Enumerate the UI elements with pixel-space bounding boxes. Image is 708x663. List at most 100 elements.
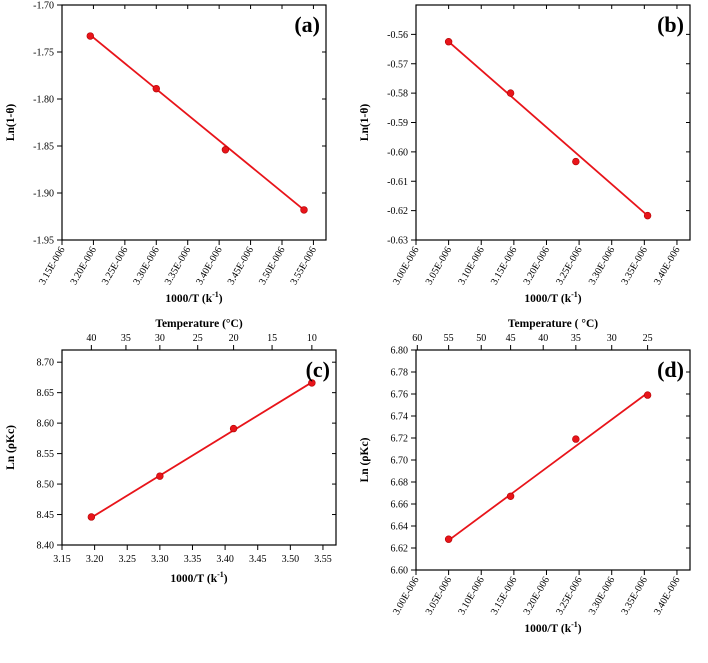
plot-frame: [415, 349, 691, 571]
y-tick-label: 6.74: [391, 412, 409, 423]
y-tick-label: 8.55: [37, 449, 55, 460]
y-tick-label: -1.90: [33, 189, 54, 200]
data-point: [506, 492, 515, 500]
x-tick-label: 3.15E-006: [37, 245, 68, 287]
data-point: [308, 379, 316, 387]
x-tick-label: 3.30: [151, 554, 169, 565]
y-axis-title: Ln (ρKc): [5, 425, 17, 470]
y-tick-label: 6.60: [391, 566, 409, 577]
top-tick-label: 55: [444, 333, 454, 344]
top-tick-label: 15: [267, 333, 277, 344]
x-tick-label: 3.35: [184, 554, 202, 565]
data-point: [444, 535, 453, 543]
panel-label: (a): [294, 12, 320, 37]
y-tick-label: 6.72: [391, 434, 409, 445]
x-axis-title: 1000/T (k-1): [170, 570, 227, 585]
top-axis-title: Temperature ( °C): [508, 318, 598, 330]
x-axis-title-sup: -1: [571, 290, 578, 299]
top-tick-label: 30: [155, 333, 165, 344]
top-tick-label: 45: [506, 333, 516, 344]
x-tick-label: 3.05E-006: [424, 245, 455, 287]
data-point: [643, 391, 652, 399]
y-tick-label: -1.85: [33, 142, 54, 153]
x-tick-label: 3.20E-006: [522, 575, 553, 617]
data-point: [444, 38, 453, 46]
data-point: [506, 89, 515, 97]
top-tick-label: 20: [229, 333, 239, 344]
data-point: [86, 32, 94, 40]
x-tick-label: 3.55E-006: [289, 245, 320, 287]
y-tick-label: -0.63: [387, 236, 408, 247]
x-tick-label: 3.00E-006: [391, 245, 422, 287]
x-tick-label: 3.15: [53, 554, 71, 565]
top-tick-label: 35: [571, 333, 581, 344]
fit-line: [90, 381, 313, 519]
x-tick-label: 3.35E-006: [619, 245, 650, 287]
panel-label: (d): [657, 357, 684, 382]
y-tick-label: -1.95: [33, 236, 54, 247]
fit-line: [448, 392, 649, 542]
x-axis-title-sup: -1: [212, 290, 219, 299]
x-axis-title-main: 1000/T (k: [524, 623, 571, 635]
top-tick-label: 40: [538, 333, 548, 344]
y-tick-label: -1.80: [33, 95, 54, 106]
y-axis-title: Ln (ρKc): [359, 437, 371, 482]
x-tick-label: 3.45: [249, 554, 267, 565]
chart-panel-b: 3.00E-006 3.05E-006 3.10E-006 3.15E-006 3.20…: [359, 4, 691, 305]
y-tick-label: 6.76: [391, 390, 409, 401]
top-tick-label: 30: [607, 333, 617, 344]
y-tick-label: -0.58: [387, 89, 408, 100]
x-axis-title-main: 1000/T (k: [524, 293, 571, 305]
plot-frame: [61, 4, 327, 241]
x-axis-title-sup: -1: [571, 620, 578, 629]
y-tick-label: 6.66: [391, 500, 409, 511]
x-tick-label: 3.20: [86, 554, 104, 565]
fit-line: [448, 41, 649, 217]
x-tick-label: 3.30E-006: [587, 245, 618, 287]
y-tick-label: 8.40: [37, 541, 55, 552]
x-tick-label: 3.25: [118, 554, 136, 565]
x-axis-title-end: ): [578, 293, 582, 305]
y-tick-label: -1.75: [33, 48, 54, 59]
y-tick-label: -1.70: [33, 1, 54, 12]
x-tick-label: 3.00E-006: [391, 575, 422, 617]
x-tick-label: 3.25E-006: [554, 245, 585, 287]
data-point: [156, 472, 164, 480]
top-tick-label: 35: [121, 333, 131, 344]
y-tick-label: 6.78: [391, 368, 409, 379]
y-tick-label: 8.50: [37, 480, 55, 491]
data-point: [87, 513, 96, 521]
x-tick-label: 3.30E-006: [131, 245, 162, 287]
chart-panel-a: 3.15E-006 3.20E-006 3.25E-006 3.30E-006 3.35…: [5, 1, 327, 305]
top-tick-label: 50: [476, 333, 486, 344]
x-tick-label: 3.20E-006: [69, 245, 100, 287]
x-tick-label: 3.55: [314, 554, 332, 565]
x-tick-label: 3.40E-006: [652, 245, 683, 287]
y-tick-label: -0.61: [387, 177, 408, 188]
y-tick-label: 6.80: [391, 346, 409, 357]
x-tick-label: 3.15E-006: [489, 245, 520, 287]
top-tick-label: 10: [307, 333, 317, 344]
x-tick-label: 3.35E-006: [163, 245, 194, 287]
x-axis-title: 1000/T (k-1): [524, 290, 581, 305]
fit-line: [89, 34, 305, 211]
y-tick-label: 6.64: [391, 522, 409, 533]
plot-frame: [415, 4, 691, 241]
top-axis-title: Temperature (°C): [155, 318, 242, 330]
data-point: [643, 211, 652, 220]
x-axis-title-end: ): [224, 573, 228, 585]
top-tick-label: 40: [86, 333, 96, 344]
x-tick-label: 3.40: [216, 554, 234, 565]
panel-label: (b): [657, 12, 684, 37]
x-tick-label: 3.10E-006: [456, 575, 487, 617]
chart-panel-d: 3.00E-006 3.05E-006 3.10E-006 3.15E-006 3.20…: [359, 318, 691, 635]
x-tick-label: 3.40E-006: [652, 575, 683, 617]
x-tick-label: 3.45E-006: [226, 245, 257, 287]
data-point: [152, 84, 160, 93]
plot-frame: [61, 349, 337, 546]
x-tick-label: 3.50: [282, 554, 300, 565]
y-tick-label: 6.62: [391, 544, 409, 555]
y-tick-label: 8.45: [37, 510, 55, 521]
x-tick-label: 3.25E-006: [100, 245, 131, 287]
x-axis-title-main: 1000/T (k: [170, 573, 217, 585]
